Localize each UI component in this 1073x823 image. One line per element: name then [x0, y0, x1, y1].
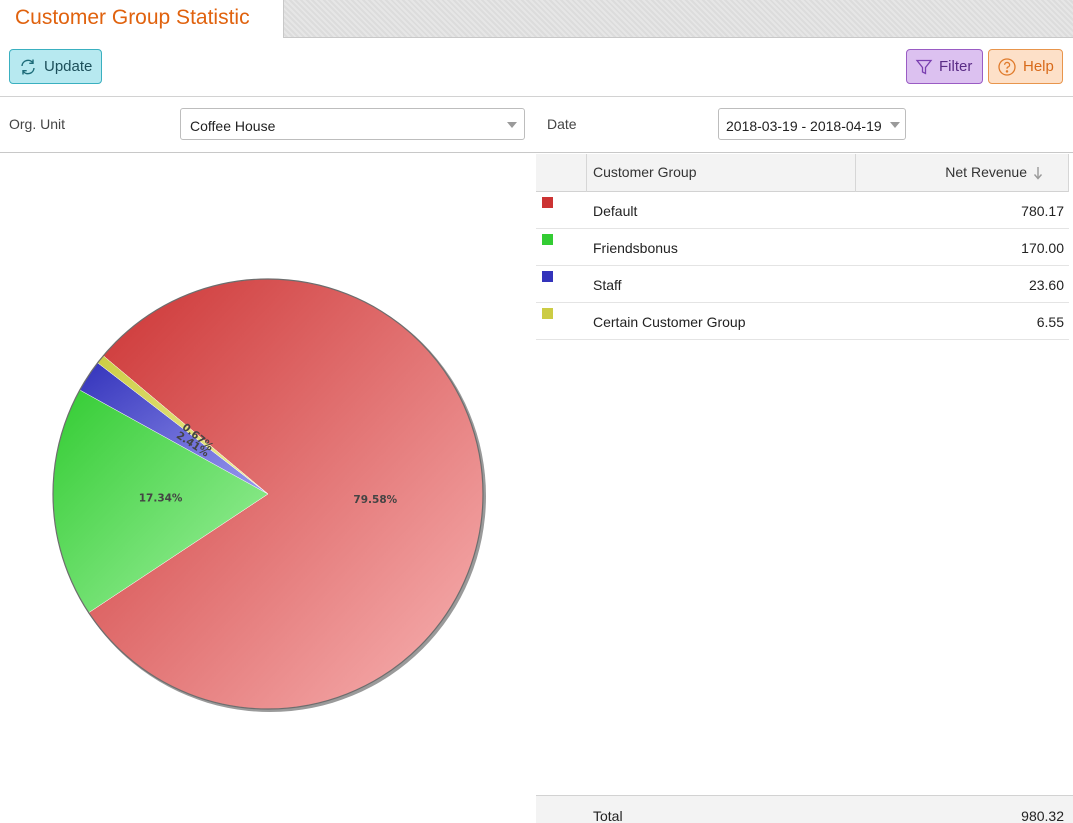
table-row[interactable]: Staff 23.60	[536, 266, 1069, 303]
date-range-value: 2018-03-19 - 2018-04-19	[726, 118, 882, 134]
tab-customer-group-statistic[interactable]: Customer Group Statistic	[0, 0, 284, 38]
pie-chart-svg: 79.58%17.34%2.41%0.67%	[52, 278, 486, 712]
net-revenue-cell: 23.60	[1028, 277, 1064, 293]
column-header-customer-group[interactable]: Customer Group	[593, 164, 697, 180]
filter-button[interactable]: Filter	[906, 49, 983, 84]
help-label: Help	[1023, 58, 1054, 75]
net-revenue-cell: 6.55	[1036, 314, 1064, 330]
org-unit-value: Coffee House	[190, 118, 276, 134]
customer-group-cell: Friendsbonus	[593, 240, 678, 256]
table-footer-total: Total 980.32	[536, 795, 1073, 823]
help-button[interactable]: Help	[988, 49, 1063, 84]
customer-group-table: Customer Group Net Revenue Default 780.17…	[536, 154, 1073, 823]
org-unit-select[interactable]: Coffee House	[180, 108, 525, 140]
filter-row: Org. Unit Coffee House Date 2018-03-19 -…	[0, 97, 1073, 153]
legend-swatch	[542, 197, 553, 208]
total-label: Total	[593, 808, 623, 823]
column-header-net-revenue[interactable]: Net Revenue	[945, 164, 1027, 180]
pie-chart: 79.58% 17.34% 2.41% 0.67%	[0, 154, 536, 823]
update-label: Update	[44, 58, 93, 75]
funnel-icon	[915, 58, 933, 76]
legend-swatch	[542, 271, 553, 282]
org-unit-label: Org. Unit	[9, 116, 66, 132]
legend-swatch	[542, 234, 553, 245]
chevron-down-icon	[507, 122, 517, 128]
update-button[interactable]: Update	[9, 49, 102, 84]
tab-bar: Customer Group Statistic	[0, 0, 1073, 38]
table-row[interactable]: Default 780.17	[536, 192, 1069, 229]
sort-descending-icon[interactable]	[1033, 166, 1043, 183]
date-range-select[interactable]: 2018-03-19 - 2018-04-19	[718, 108, 906, 140]
customer-group-cell: Staff	[593, 277, 622, 293]
pie-slice-label: 17.34%	[139, 492, 183, 504]
filter-label: Filter	[939, 58, 973, 75]
question-circle-icon	[997, 57, 1017, 77]
net-revenue-cell: 780.17	[1021, 203, 1064, 219]
page-title: Customer Group Statistic	[15, 6, 250, 29]
refresh-icon	[18, 57, 38, 77]
toolbar: Update Filter Help	[0, 38, 1073, 97]
table-header: Customer Group Net Revenue	[536, 154, 1069, 192]
chevron-down-icon	[890, 122, 900, 128]
total-value: 980.32	[1021, 808, 1064, 823]
customer-group-cell: Default	[593, 203, 638, 219]
net-revenue-cell: 170.00	[1021, 240, 1064, 256]
pie-outline	[52, 278, 484, 710]
table-row[interactable]: Friendsbonus 170.00	[536, 229, 1069, 266]
customer-group-cell: Certain Customer Group	[593, 314, 746, 330]
date-label: Date	[547, 116, 577, 132]
table-row[interactable]: Certain Customer Group 6.55	[536, 303, 1069, 340]
pie-slice-label: 79.58%	[353, 494, 397, 506]
legend-swatch	[542, 308, 553, 319]
